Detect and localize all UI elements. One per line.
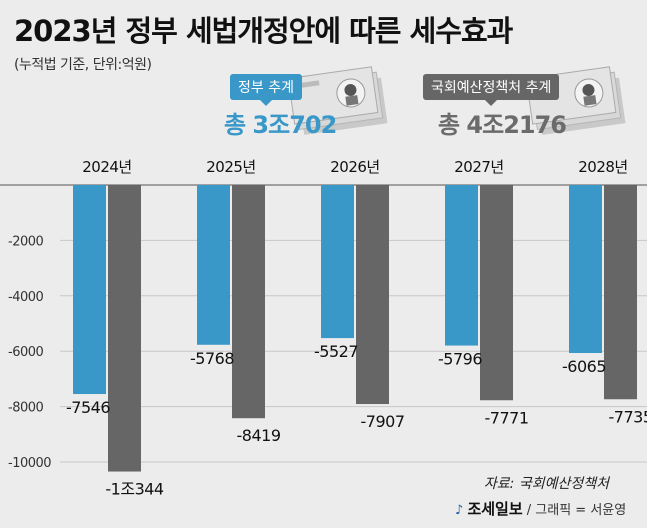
data-label-gov: -6065 xyxy=(562,357,606,376)
x-tick-label: 2024년 xyxy=(82,158,131,176)
y-tick-label: -2000 xyxy=(8,234,44,249)
data-label-gov: -5768 xyxy=(190,349,234,368)
bar-gov xyxy=(569,185,602,354)
bar-nabo xyxy=(232,185,265,419)
data-label-nabo: -7907 xyxy=(361,412,405,431)
source-note: 자료: 국회예산정책처 xyxy=(483,476,609,492)
brand-name: 조세일보 xyxy=(467,500,523,518)
data-label-nabo: -8419 xyxy=(237,426,281,445)
money-bundle-gov-icon xyxy=(287,66,388,135)
y-tick-label: -4000 xyxy=(8,290,44,305)
legend-gov: 정부 추계 xyxy=(230,74,302,106)
legend-nabo: 국회예산정책처 추계 xyxy=(423,74,560,106)
bar-gov xyxy=(445,185,478,346)
bar-gov xyxy=(73,185,106,395)
data-label-gov: -7546 xyxy=(66,398,110,417)
chart-subtitle: (누적법 기준, 단위:억원) xyxy=(14,57,152,73)
data-label-nabo: -1조344 xyxy=(105,480,164,499)
y-tick-label: -8000 xyxy=(8,401,44,416)
x-tick-label: 2028년 xyxy=(578,158,627,176)
data-label-nabo: -7735 xyxy=(609,407,647,426)
y-tick-label: -10000 xyxy=(8,456,51,471)
chart-title: 2023년 정부 세법개정안에 따른 세수효과 xyxy=(14,14,513,48)
x-tick-label: 2027년 xyxy=(454,158,503,176)
footer: ♪ 조세일보 / 그래픽 = 서윤영 xyxy=(455,498,626,519)
brand-logo-icon: ♪ xyxy=(455,503,464,518)
graphic-credit: / 그래픽 = 서윤영 xyxy=(526,503,627,518)
y-tick-label: -6000 xyxy=(8,345,44,360)
total-gov: 총 3조702 xyxy=(224,111,337,139)
bar-nabo xyxy=(604,185,637,400)
bar-nabo xyxy=(356,185,389,405)
bar-nabo xyxy=(108,185,141,472)
bar-gov xyxy=(197,185,230,345)
data-label-nabo: -7771 xyxy=(485,408,529,427)
data-label-gov: -5796 xyxy=(438,350,482,369)
bar-gov xyxy=(321,185,354,339)
x-tick-label: 2026년 xyxy=(330,158,379,176)
bar-nabo xyxy=(480,185,513,401)
total-nabo: 총 4조2176 xyxy=(438,111,567,139)
data-label-gov: -5527 xyxy=(314,342,358,361)
x-tick-label: 2025년 xyxy=(206,158,255,176)
